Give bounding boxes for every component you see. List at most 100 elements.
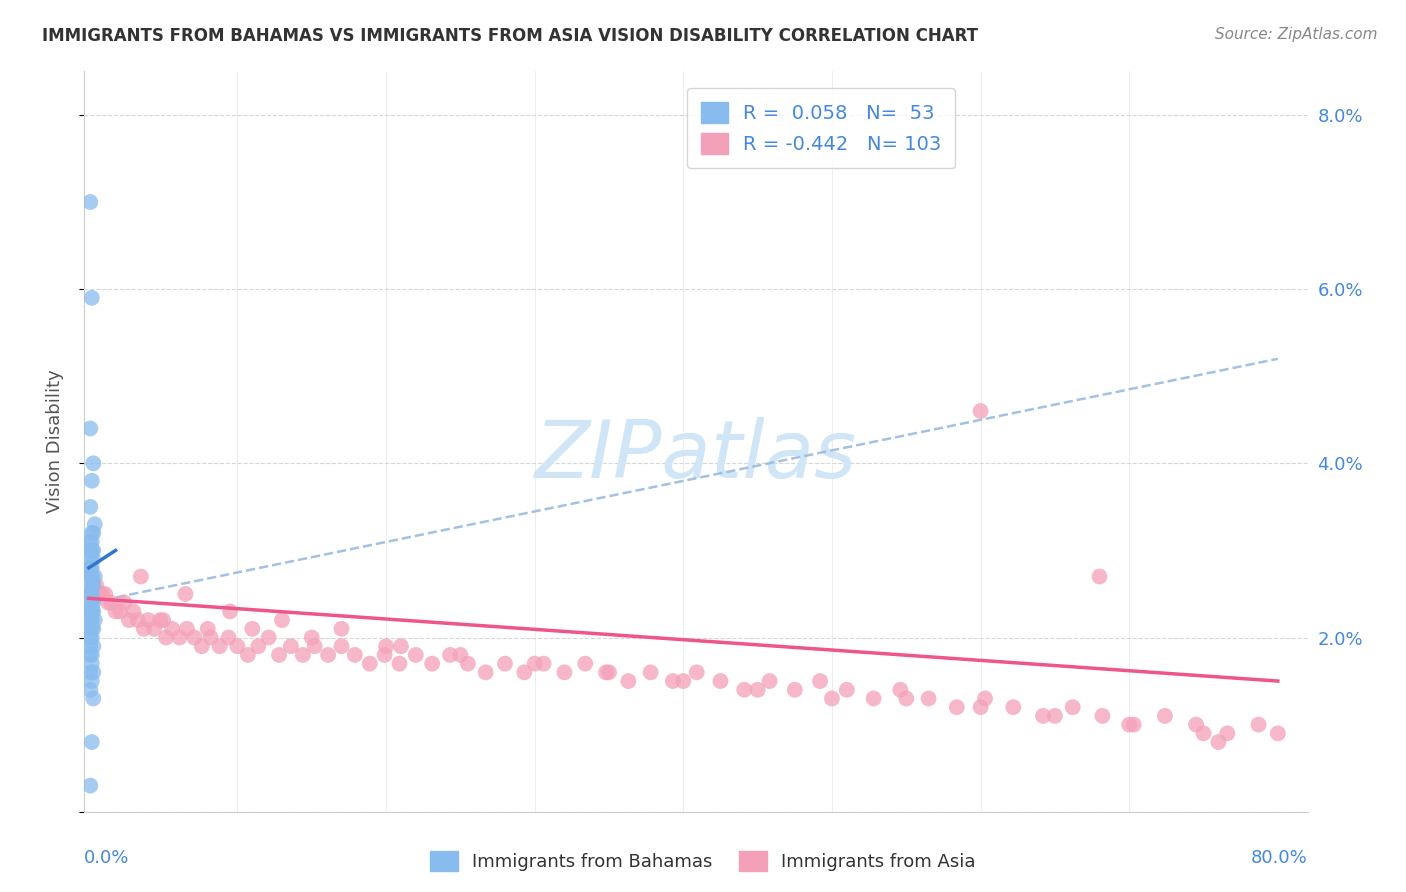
Point — [197, 622, 219, 636]
Point — [82, 543, 104, 558]
Point — [82, 526, 104, 541]
Point — [662, 674, 685, 689]
Point — [783, 682, 806, 697]
Point — [80, 587, 103, 601]
Point — [208, 639, 231, 653]
Point — [97, 596, 120, 610]
Point — [1088, 569, 1111, 583]
Text: 80.0%: 80.0% — [1251, 849, 1308, 867]
Point — [1192, 726, 1215, 740]
Point — [79, 569, 101, 583]
Point — [79, 421, 101, 435]
Point — [80, 622, 103, 636]
Point — [1185, 717, 1208, 731]
Point — [316, 648, 339, 662]
Point — [640, 665, 662, 680]
Point — [82, 456, 104, 470]
Point — [553, 665, 575, 680]
Point — [80, 526, 103, 541]
Point — [104, 604, 127, 618]
Point — [82, 665, 104, 680]
Point — [257, 631, 280, 645]
Point — [301, 631, 323, 645]
Point — [82, 604, 104, 618]
Point — [513, 665, 536, 680]
Point — [574, 657, 596, 671]
Point — [79, 587, 101, 601]
Point — [80, 291, 103, 305]
Point — [389, 639, 412, 653]
Point — [343, 648, 366, 662]
Point — [80, 596, 103, 610]
Point — [183, 631, 205, 645]
Point — [80, 735, 103, 749]
Point — [80, 604, 103, 618]
Point — [1122, 717, 1144, 731]
Point — [686, 665, 709, 680]
Point — [127, 613, 149, 627]
Point — [439, 648, 461, 662]
Point — [449, 648, 471, 662]
Point — [359, 657, 381, 671]
Point — [330, 622, 353, 636]
Point — [271, 613, 294, 627]
Point — [330, 639, 353, 653]
Point — [152, 613, 174, 627]
Point — [374, 648, 396, 662]
Point — [155, 631, 177, 645]
Point — [79, 613, 101, 627]
Text: IMMIGRANTS FROM BAHAMAS VS IMMIGRANTS FROM ASIA VISION DISABILITY CORRELATION CH: IMMIGRANTS FROM BAHAMAS VS IMMIGRANTS FR… — [42, 27, 979, 45]
Point — [79, 665, 101, 680]
Legend: R =  0.058   N=  53, R = -0.442   N= 103: R = 0.058 N= 53, R = -0.442 N= 103 — [688, 88, 955, 168]
Point — [595, 665, 617, 680]
Point — [808, 674, 831, 689]
Point — [1247, 717, 1270, 731]
Point — [80, 648, 103, 662]
Point — [236, 648, 259, 662]
Point — [457, 657, 479, 671]
Point — [1267, 726, 1289, 740]
Point — [219, 604, 242, 618]
Point — [1091, 709, 1114, 723]
Legend: Immigrants from Bahamas, Immigrants from Asia: Immigrants from Bahamas, Immigrants from… — [423, 844, 983, 879]
Point — [523, 657, 546, 671]
Point — [83, 613, 105, 627]
Point — [533, 657, 555, 671]
Point — [118, 613, 141, 627]
Point — [191, 639, 214, 653]
Point — [79, 587, 101, 601]
Point — [79, 622, 101, 636]
Point — [835, 682, 858, 697]
Point — [82, 596, 104, 610]
Point — [82, 552, 104, 566]
Point — [79, 631, 101, 645]
Point — [672, 674, 695, 689]
Point — [80, 569, 103, 583]
Point — [291, 648, 314, 662]
Point — [388, 657, 411, 671]
Point — [474, 665, 496, 680]
Point — [280, 639, 302, 653]
Point — [79, 543, 101, 558]
Point — [136, 613, 159, 627]
Point — [176, 622, 198, 636]
Point — [79, 194, 101, 209]
Point — [200, 631, 222, 645]
Point — [79, 596, 101, 610]
Point — [174, 587, 197, 601]
Point — [974, 691, 997, 706]
Point — [80, 474, 103, 488]
Point — [1154, 709, 1177, 723]
Point — [1062, 700, 1084, 714]
Point — [149, 613, 172, 627]
Point — [94, 587, 117, 601]
Point — [405, 648, 427, 662]
Point — [226, 639, 249, 653]
Point — [122, 604, 145, 618]
Point — [80, 631, 103, 645]
Point — [80, 534, 103, 549]
Point — [82, 578, 104, 592]
Point — [143, 622, 166, 636]
Point — [129, 569, 152, 583]
Point — [709, 674, 731, 689]
